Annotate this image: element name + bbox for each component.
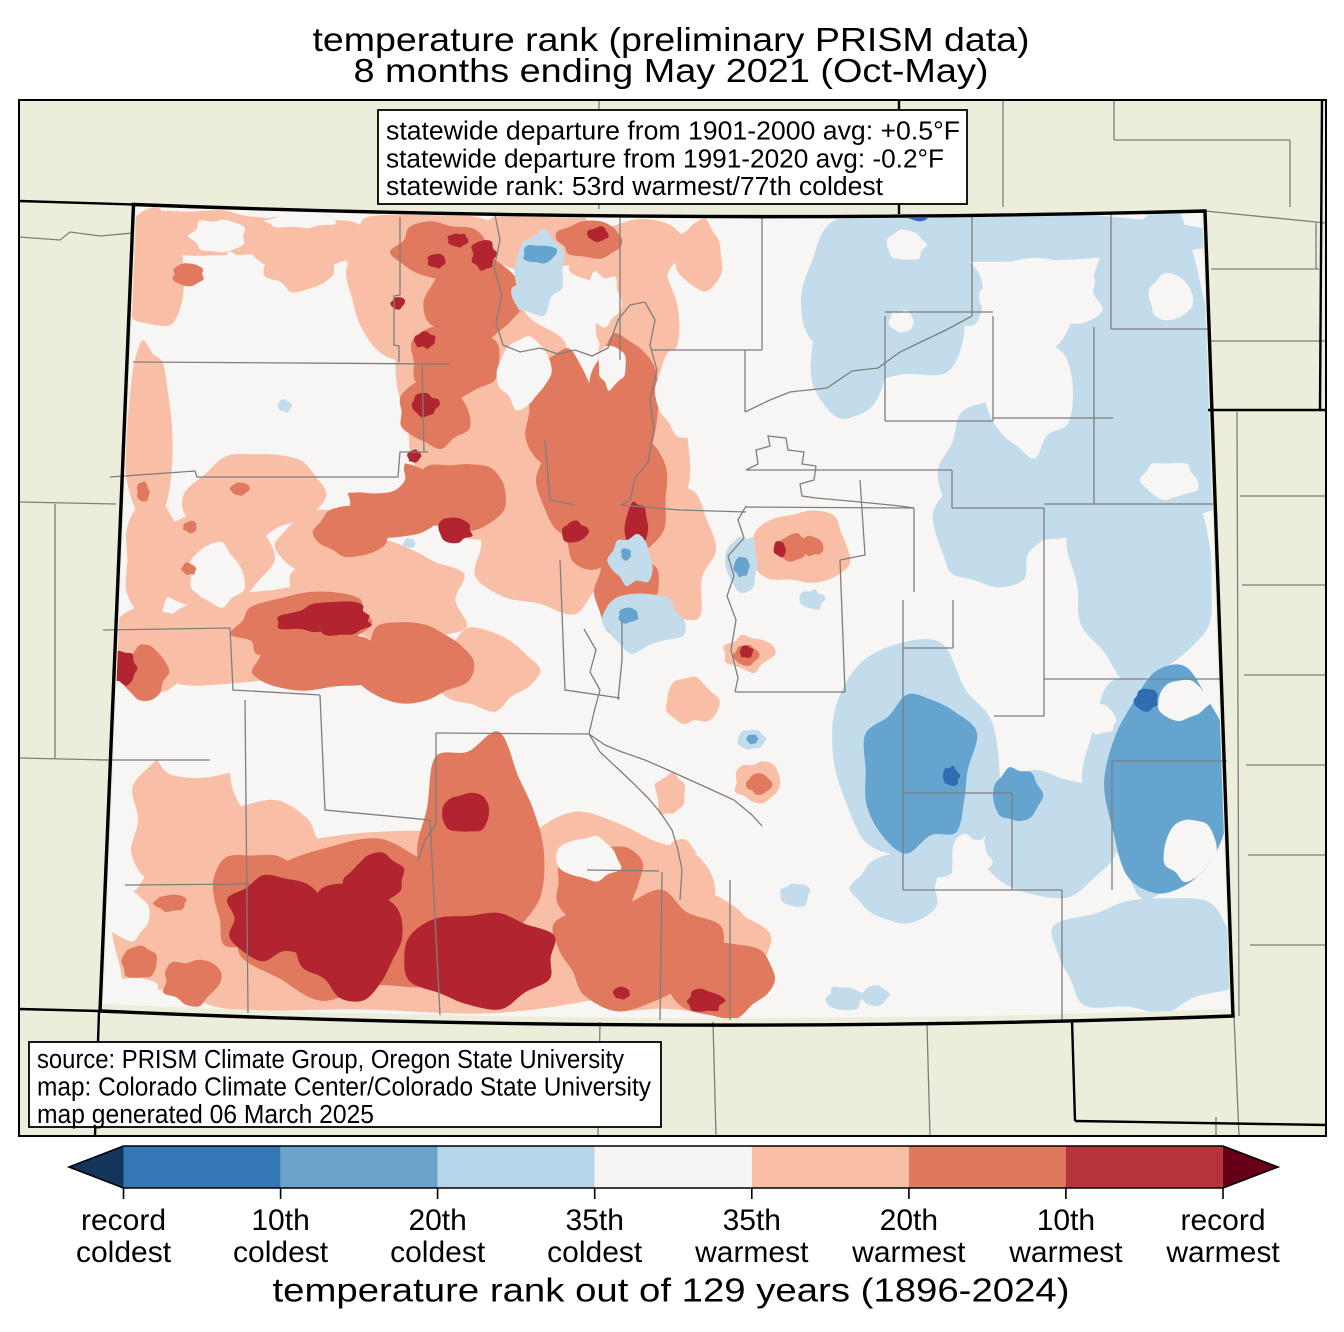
svg-text:record: record bbox=[1180, 1204, 1265, 1237]
svg-text:35th: 35th bbox=[723, 1204, 781, 1237]
svg-text:coldest: coldest bbox=[233, 1236, 329, 1269]
svg-text:20th: 20th bbox=[408, 1204, 466, 1237]
svg-text:10th: 10th bbox=[1037, 1204, 1095, 1237]
svg-text:temperature rank (preliminary: temperature rank (preliminary PRISM data… bbox=[313, 21, 1030, 58]
svg-text:coldest: coldest bbox=[390, 1236, 486, 1269]
svg-text:temperature rank out of 129 ye: temperature rank out of 129 years (1896-… bbox=[273, 1272, 1070, 1309]
svg-text:source: PRISM Climate Group, O: source: PRISM Climate Group, Oregon Stat… bbox=[37, 1046, 624, 1074]
svg-text:warmest: warmest bbox=[851, 1236, 966, 1269]
svg-text:map generated 06 March 2025: map generated 06 March 2025 bbox=[37, 1101, 374, 1129]
svg-text:statewide departure from 1901-: statewide departure from 1901-2000 avg: … bbox=[386, 118, 960, 146]
svg-text:8 months ending May 2021 (Oct-: 8 months ending May 2021 (Oct-May) bbox=[354, 52, 989, 89]
svg-text:statewide departure from 1991-: statewide departure from 1991-2020 avg: … bbox=[386, 146, 944, 174]
svg-text:10th: 10th bbox=[251, 1204, 309, 1237]
svg-text:coldest: coldest bbox=[547, 1236, 643, 1269]
svg-text:coldest: coldest bbox=[76, 1236, 172, 1269]
svg-text:35th: 35th bbox=[566, 1204, 624, 1237]
svg-text:statewide rank: 53rd warmest/7: statewide rank: 53rd warmest/77th coldes… bbox=[386, 173, 883, 201]
svg-text:record: record bbox=[81, 1204, 166, 1237]
svg-text:warmest: warmest bbox=[1165, 1236, 1280, 1269]
svg-text:20th: 20th bbox=[880, 1204, 938, 1237]
svg-text:warmest: warmest bbox=[694, 1236, 809, 1269]
svg-text:warmest: warmest bbox=[1008, 1236, 1123, 1269]
svg-text:map: Colorado Climate Center/C: map: Colorado Climate Center/Colorado St… bbox=[37, 1074, 651, 1102]
